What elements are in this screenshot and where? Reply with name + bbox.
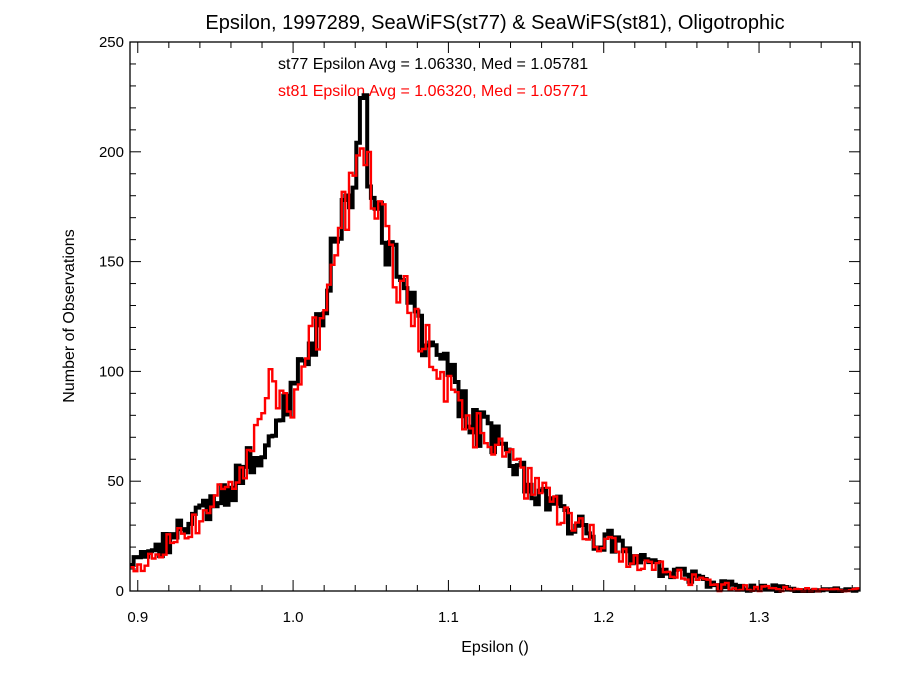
y-tick-label: 200 <box>99 144 124 161</box>
x-tick-label: 1.1 <box>438 609 459 626</box>
x-tick-label: 1.0 <box>283 609 304 626</box>
x-tick-label: 0.9 <box>127 609 148 626</box>
y-tick-label: 100 <box>99 363 124 380</box>
y-axis-label: Number of Observations <box>61 229 78 402</box>
chart-title: Epsilon, 1997289, SeaWiFS(st77) & SeaWiF… <box>205 12 784 34</box>
annotation-st81: st81 Epsilon Avg = 1.06320, Med = 1.0577… <box>278 83 588 100</box>
y-tick-label: 150 <box>99 254 124 271</box>
x-axis-label: Epsilon () <box>461 639 529 656</box>
y-tick-label: 250 <box>99 34 124 51</box>
x-tick-label: 1.2 <box>593 609 614 626</box>
series-st77-line <box>130 93 860 593</box>
x-tick-label: 1.3 <box>749 609 770 626</box>
series-st81-line <box>130 147 860 593</box>
y-tick-label: 0 <box>116 583 124 600</box>
annotation-st77: st77 Epsilon Avg = 1.06330, Med = 1.0578… <box>278 56 588 73</box>
y-tick-label: 50 <box>107 473 124 490</box>
plot-frame <box>129 41 861 592</box>
